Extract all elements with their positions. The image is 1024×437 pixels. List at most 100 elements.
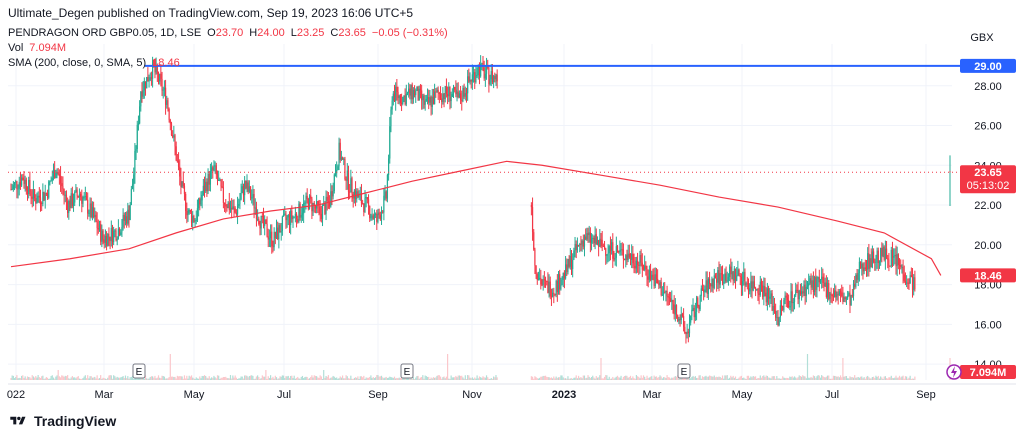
volume-bar <box>68 378 70 380</box>
price-label-badge <box>960 58 1016 73</box>
candle-body <box>351 178 353 195</box>
currency-label[interactable]: GBX <box>970 32 994 44</box>
y-tick-label: 20.00 <box>974 240 1002 252</box>
candle-body <box>71 193 73 206</box>
candle-body <box>215 165 217 175</box>
candle-body <box>162 89 164 91</box>
volume-bar <box>298 378 300 380</box>
volume-bar <box>750 376 752 380</box>
candle-body <box>743 271 745 282</box>
volume-bar <box>435 377 437 380</box>
volume-bar <box>26 376 29 380</box>
candle-body <box>539 277 541 279</box>
candle-body <box>98 224 101 230</box>
earnings-marker[interactable]: E <box>132 363 146 379</box>
candle-body <box>425 98 427 101</box>
candle-body <box>867 253 869 270</box>
candle-body <box>78 193 81 198</box>
volume-bar <box>599 375 601 380</box>
price-label-badge <box>960 165 1016 194</box>
volume-bar <box>207 378 209 380</box>
candle-body <box>705 280 707 290</box>
candle-body <box>829 293 831 299</box>
candle-body <box>443 93 445 100</box>
candle-body <box>246 182 248 189</box>
volume-bar <box>483 377 485 380</box>
symbol-label[interactable]: PENDRAGON ORD GBP0.05, 1D, LSE <box>8 27 202 39</box>
candle-body <box>488 67 490 85</box>
volume-bar <box>161 375 163 380</box>
volume-bar <box>108 375 110 380</box>
sma-label[interactable]: SMA (200, close, 0, SMA, 5) <box>8 57 147 69</box>
volume-bar <box>821 375 823 380</box>
volume-bar <box>179 376 181 380</box>
volume-bar <box>320 376 322 380</box>
candle-body <box>379 215 381 220</box>
volume-bar <box>234 375 236 380</box>
candle-body <box>893 256 895 258</box>
volume-bar <box>470 378 472 380</box>
candle-body <box>17 188 19 190</box>
volume-bar <box>835 376 837 380</box>
candle-body <box>31 196 33 199</box>
candle-body <box>160 73 162 79</box>
volume-bar <box>742 378 744 380</box>
candle-body <box>911 276 914 291</box>
volume-bar <box>777 378 779 380</box>
volume-bar <box>48 378 50 380</box>
volume-bar <box>388 377 390 380</box>
earnings-marker[interactable]: E <box>400 363 414 379</box>
candle-body <box>149 77 151 81</box>
volume-bar <box>133 378 135 380</box>
volume-bar <box>699 375 701 380</box>
volume-bar <box>59 377 62 380</box>
candle-body <box>199 198 201 205</box>
candle-body <box>260 216 262 229</box>
volume-bar <box>565 378 567 380</box>
volume-bar <box>606 375 608 380</box>
candle-body <box>759 281 761 295</box>
candle-body <box>570 255 573 270</box>
candle-body <box>655 274 658 279</box>
volume-value: 7.094M <box>29 42 66 54</box>
volume-bar <box>245 375 247 380</box>
volume-bar <box>812 375 814 380</box>
candle-body <box>49 181 51 183</box>
volume-bar <box>714 377 717 380</box>
volume-bar <box>784 378 786 380</box>
candle-body <box>232 206 234 210</box>
candle-body <box>531 207 534 233</box>
earnings-marker[interactable]: E <box>677 363 691 379</box>
volume-bar <box>187 378 189 380</box>
volume-bar <box>629 375 632 380</box>
volume-bar <box>345 375 347 380</box>
volume-bar <box>684 377 686 380</box>
volume-bar <box>371 378 373 380</box>
candle-body <box>894 254 896 257</box>
volume-bar <box>660 376 662 380</box>
sma-200-line[interactable] <box>10 160 942 276</box>
volume-bar <box>482 376 484 380</box>
candle-body <box>441 98 443 103</box>
volume-bar <box>710 375 712 380</box>
candle-body <box>282 214 285 217</box>
volume-label[interactable]: Vol <box>8 42 24 54</box>
volume-bar <box>849 376 851 380</box>
volume-bar <box>198 378 200 380</box>
lightning-icon[interactable] <box>946 364 962 380</box>
volume-bar <box>882 378 884 380</box>
price-label-text: 29.00 <box>974 61 1002 73</box>
volume-bar <box>67 375 69 380</box>
candle-body <box>415 90 417 96</box>
volume-bar <box>383 378 385 380</box>
candle-body <box>717 270 719 283</box>
volume-bar <box>395 378 397 380</box>
volume-bar <box>559 377 561 380</box>
volume-bar <box>111 378 114 380</box>
candle-body <box>163 87 165 90</box>
candle-body <box>167 100 169 110</box>
volume-bar <box>141 378 143 380</box>
candle-body <box>290 210 292 226</box>
candle-body <box>447 94 449 97</box>
